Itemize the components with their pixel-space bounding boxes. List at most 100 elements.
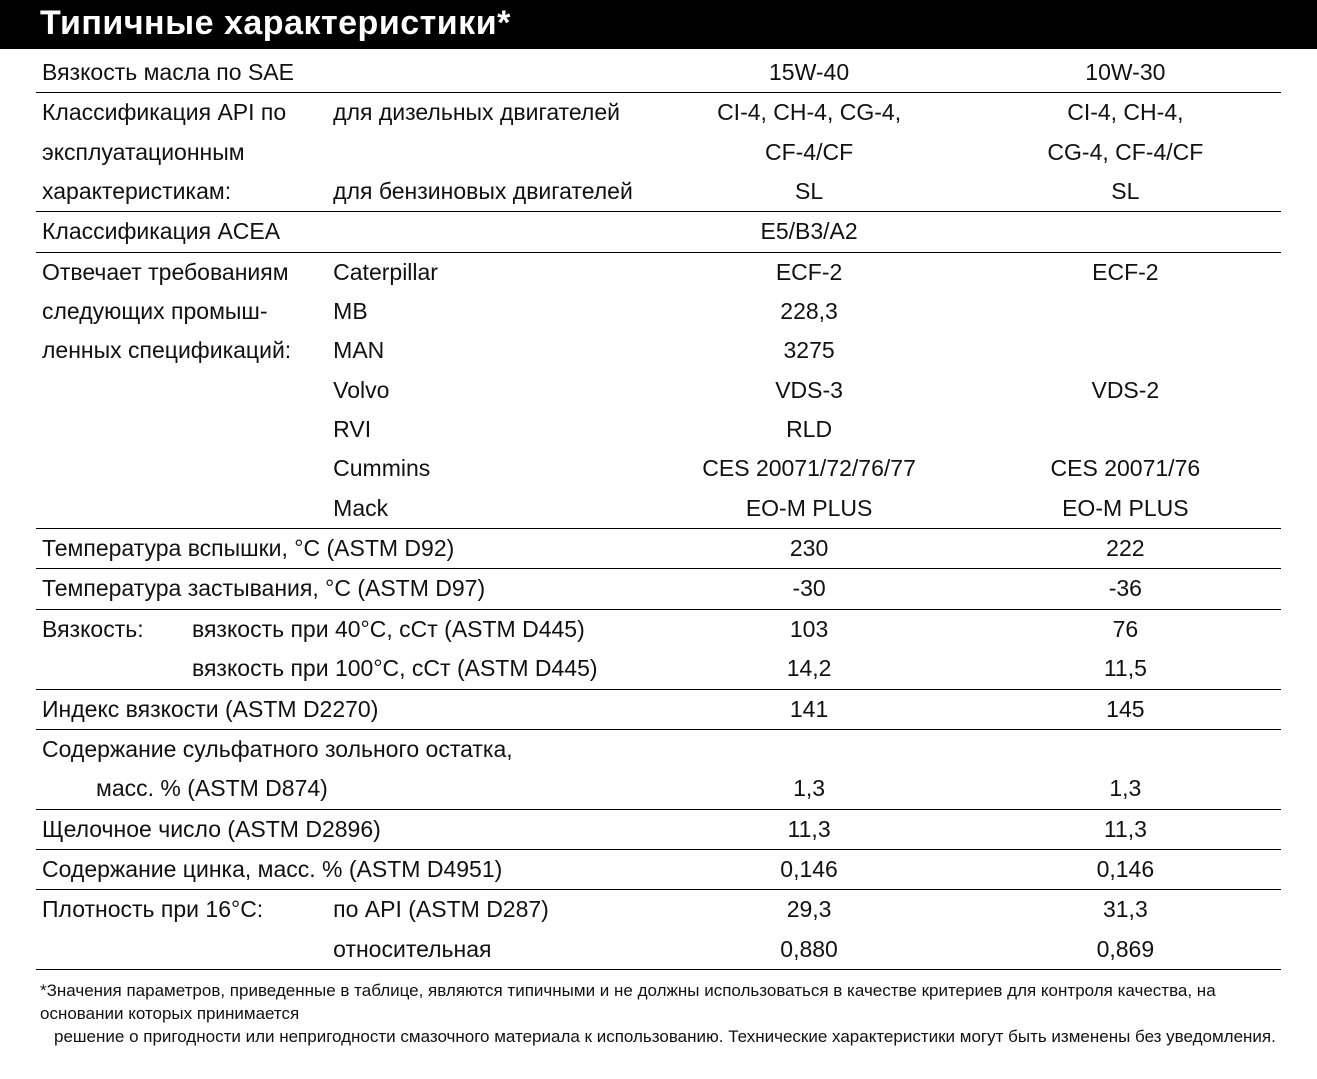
table-row: Содержание цинка, масс. % (ASTM D4951)0,…	[36, 849, 1281, 889]
row-sublabel: для бензиновых двигателей	[327, 172, 648, 212]
value-col-1: SL	[648, 172, 969, 212]
row-sublabel: MAN	[327, 331, 648, 370]
row-sublabel: MB	[327, 292, 648, 331]
row-label: характеристикам:	[36, 172, 327, 212]
table-row: MackEO-M PLUSEO-M PLUS	[36, 489, 1281, 529]
value-col-2: 1,3	[970, 769, 1281, 809]
value-col-1: VDS-3	[648, 371, 969, 410]
section-title: Типичные характеристики*	[0, 0, 1317, 49]
table-row: Вязкость масла по SAE 15W-4010W-30	[36, 53, 1281, 93]
table-row: Классификация ACEA E5/B3/A2	[36, 212, 1281, 252]
table-row: вязкость при 100°C, сСт (ASTM D445)14,21…	[36, 649, 1281, 689]
table-row: следующих промыш-MB228,3	[36, 292, 1281, 331]
row-label	[36, 410, 327, 449]
row-label: Вязкость масла по SAE	[36, 53, 327, 93]
value-col-2: ECF-2	[970, 252, 1281, 292]
value-col-1: 11,3	[648, 809, 969, 849]
table-row: масс. % (ASTM D874)1,31,3	[36, 769, 1281, 809]
row-label: Вязкость:вязкость при 40°C, сСт (ASTM D4…	[36, 609, 648, 649]
value-col-1: 3275	[648, 331, 969, 370]
table-row: Классификация API подля дизельных двигат…	[36, 93, 1281, 133]
value-col-2	[970, 410, 1281, 449]
table-row: Отвечает требованиямCaterpillarECF-2ECF-…	[36, 252, 1281, 292]
row-label: Отвечает требованиям	[36, 252, 327, 292]
value-col-1: -30	[648, 569, 969, 609]
value-col-1: 141	[648, 689, 969, 729]
table-row: характеристикам:для бензиновых двигателе…	[36, 172, 1281, 212]
row-label: Классификация API по	[36, 93, 327, 133]
row-label	[36, 489, 327, 529]
row-label: следующих промыш-	[36, 292, 327, 331]
table-row: Вязкость:вязкость при 40°C, сСт (ASTM D4…	[36, 609, 1281, 649]
table-row: Плотность при 16°C:по API (ASTM D287)29,…	[36, 890, 1281, 930]
value-col-2: 31,3	[970, 890, 1281, 930]
row-label: Щелочное число (ASTM D2896)	[36, 809, 648, 849]
table-row: Температура вспышки, °C (ASTM D92)230222	[36, 529, 1281, 569]
value-col-1: 15W-40	[648, 53, 969, 93]
row-sublabel	[327, 212, 648, 252]
value-col-2	[970, 729, 1281, 769]
row-sublabel	[327, 133, 648, 172]
row-label: Температура застывания, °C (ASTM D97)	[36, 569, 648, 609]
value-col-2: VDS-2	[970, 371, 1281, 410]
value-col-1: CI-4, CH-4, CG-4,	[648, 93, 969, 133]
value-col-2: CG-4, CF-4/CF	[970, 133, 1281, 172]
row-sublabel: Volvo	[327, 371, 648, 410]
value-col-1: 103	[648, 609, 969, 649]
value-col-1: RLD	[648, 410, 969, 449]
row-sublabel-text: вязкость при 40°C, сСт (ASTM D445)	[192, 616, 585, 642]
value-col-2: 11,3	[970, 809, 1281, 849]
table-row: Содержание сульфатного зольного остатка,	[36, 729, 1281, 769]
spec-sheet: Вязкость масла по SAE15W-4010W-30Классиф…	[0, 53, 1317, 1079]
value-col-1: ECF-2	[648, 252, 969, 292]
row-label	[36, 449, 327, 488]
value-col-1: 1,3	[648, 769, 969, 809]
value-col-2: 145	[970, 689, 1281, 729]
table-row: VolvoVDS-3VDS-2	[36, 371, 1281, 410]
value-col-2: CI-4, CH-4,	[970, 93, 1281, 133]
table-row: эксплуатационным CF-4/CFCG-4, CF-4/CF	[36, 133, 1281, 172]
value-col-2: SL	[970, 172, 1281, 212]
table-row: Температура застывания, °C (ASTM D97)-30…	[36, 569, 1281, 609]
table-row: относительная0,8800,869	[36, 930, 1281, 970]
row-sublabel: для дизельных двигателей	[327, 93, 648, 133]
value-col-1: 29,3	[648, 890, 969, 930]
table-row: Индекс вязкости (ASTM D2270)141145	[36, 689, 1281, 729]
value-col-2: 11,5	[970, 649, 1281, 689]
value-col-2: 0,869	[970, 930, 1281, 970]
row-label: Содержание сульфатного зольного остатка,	[36, 729, 648, 769]
row-sublabel: Mack	[327, 489, 648, 529]
table-row: ленных спецификаций:MAN3275	[36, 331, 1281, 370]
row-label: Содержание цинка, масс. % (ASTM D4951)	[36, 849, 648, 889]
row-sublabel: Caterpillar	[327, 252, 648, 292]
value-col-1: 0,880	[648, 930, 969, 970]
footnote-line-1: *Значения параметров, приведенные в табл…	[40, 981, 1216, 1023]
value-col-1: E5/B3/A2	[648, 212, 969, 252]
row-label: Плотность при 16°C:	[36, 890, 327, 930]
row-sublabel: Cummins	[327, 449, 648, 488]
value-col-2: EO-M PLUS	[970, 489, 1281, 529]
row-label: вязкость при 100°C, сСт (ASTM D445)	[36, 649, 648, 689]
row-label: эксплуатационным	[36, 133, 327, 172]
row-sublabel: по API (ASTM D287)	[327, 890, 648, 930]
row-sublabel: относительная	[327, 930, 648, 970]
value-col-2: -36	[970, 569, 1281, 609]
value-col-2	[970, 212, 1281, 252]
value-col-2: 10W-30	[970, 53, 1281, 93]
row-label: Индекс вязкости (ASTM D2270)	[36, 689, 648, 729]
row-label: Классификация ACEA	[36, 212, 327, 252]
value-col-2: CES 20071/76	[970, 449, 1281, 488]
value-col-1: 228,3	[648, 292, 969, 331]
value-col-1: CES 20071/72/76/77	[648, 449, 969, 488]
footnote: *Значения параметров, приведенные в табл…	[36, 970, 1281, 1049]
row-sublabel	[327, 53, 648, 93]
value-col-1: 0,146	[648, 849, 969, 889]
row-label: масс. % (ASTM D874)	[36, 769, 648, 809]
value-col-1: CF-4/CF	[648, 133, 969, 172]
row-label: ленных спецификаций:	[36, 331, 327, 370]
row-label-text: Вязкость:	[42, 613, 192, 646]
table-row: CumminsCES 20071/72/76/77CES 20071/76	[36, 449, 1281, 488]
value-col-1	[648, 729, 969, 769]
row-label: Температура вспышки, °C (ASTM D92)	[36, 529, 648, 569]
row-label	[36, 930, 327, 970]
